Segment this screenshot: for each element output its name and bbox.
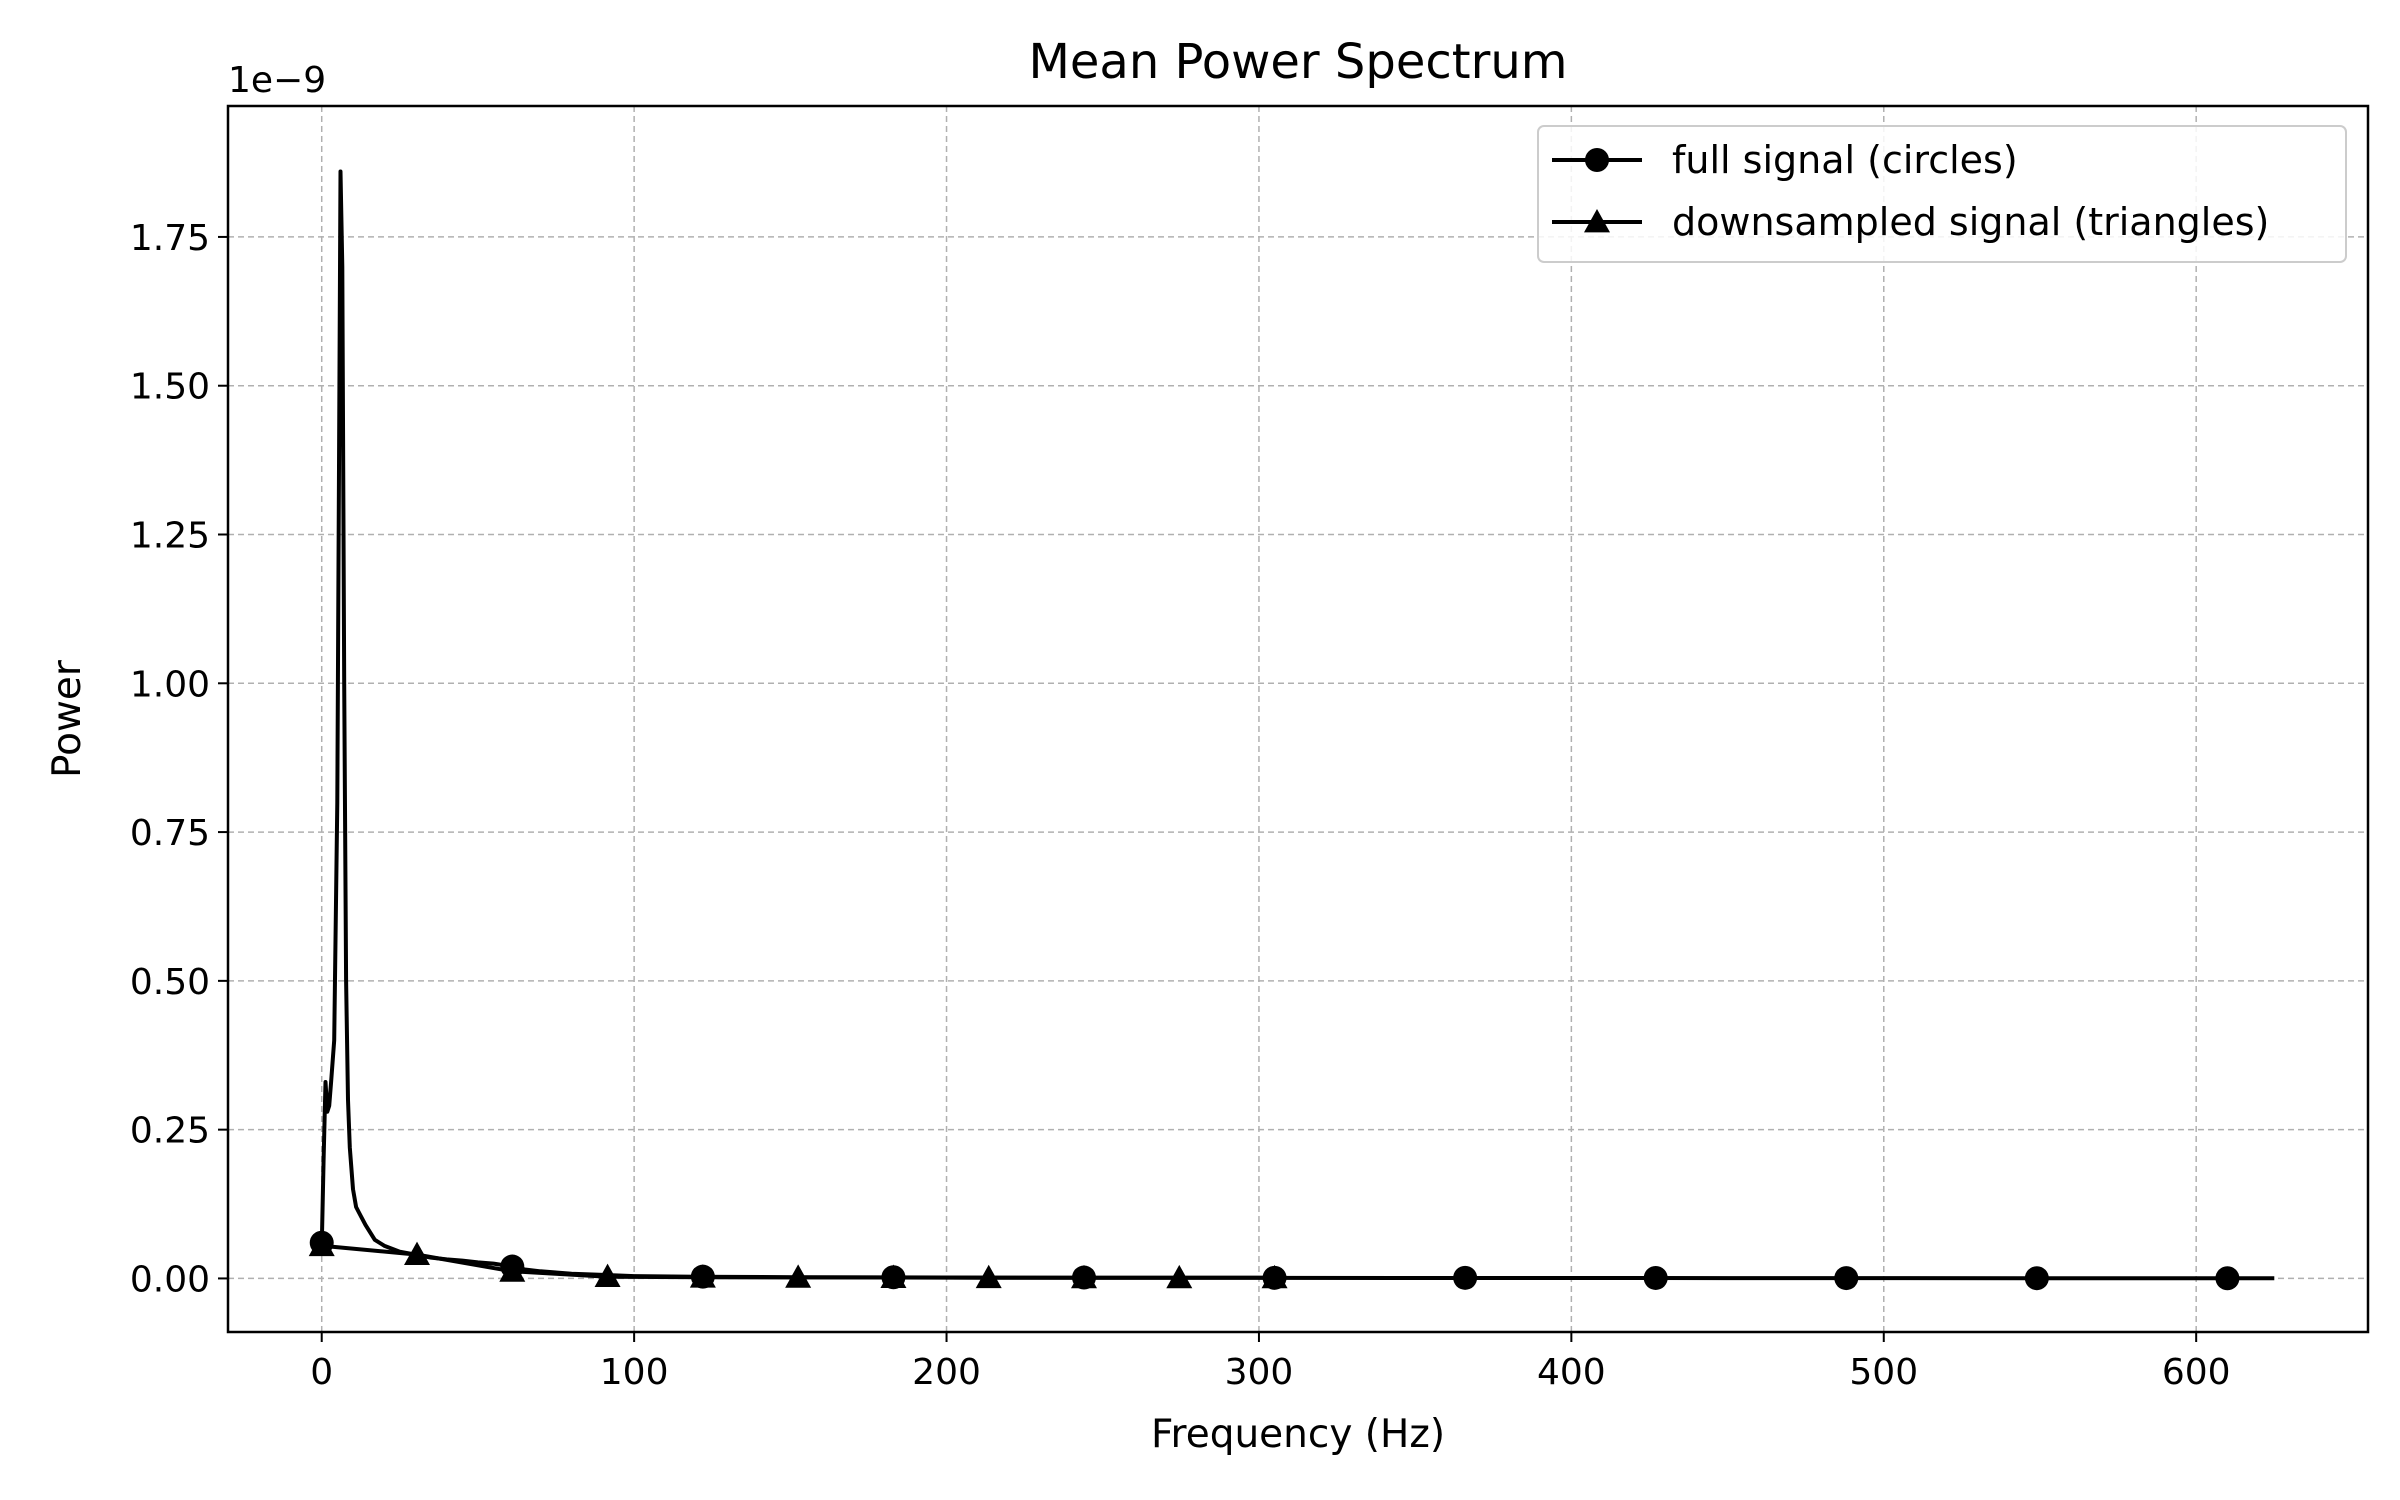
y-tick-label: 0.75	[130, 813, 210, 854]
data-point-triangle	[404, 1241, 431, 1266]
legend-box	[1537, 125, 2347, 263]
y-axis-offset-label: 1e−9	[228, 60, 326, 101]
data-point-triangle	[689, 1264, 716, 1288]
legend-entry-downsampled-signal: downsampled signal (triangles)	[1552, 200, 2269, 244]
y-tick-label: 1.50	[130, 367, 210, 408]
data-point-triangle	[1071, 1264, 1097, 1289]
x-tick-label: 500	[1849, 1352, 1918, 1393]
data-point-triangle	[499, 1258, 526, 1282]
legend-label-full-signal: full signal (circles)	[1672, 138, 2018, 182]
data-point-triangle	[1166, 1264, 1193, 1289]
ticks: 0 100 200 300 400 500 600 0.00 0.25 0.50 0.75 1.00 1…	[130, 218, 2231, 1393]
data-point-triangle	[880, 1264, 907, 1288]
data-point-circle	[1453, 1265, 1478, 1290]
legend-label-downsampled-signal: downsampled signal (triangles)	[1672, 200, 2269, 244]
y-tick-label: 0.00	[130, 1259, 210, 1300]
series-layer	[308, 169, 2275, 1291]
x-tick-label: 300	[1225, 1352, 1294, 1393]
data-point-triangle	[308, 1232, 335, 1257]
legend-triangle-marker	[1584, 209, 1610, 233]
y-tick-label: 1.75	[130, 218, 210, 259]
data-point-circle	[2024, 1266, 2049, 1291]
y-tick-label: 1.25	[130, 516, 210, 557]
legend-circle-marker	[1585, 148, 1609, 172]
x-tick-label: 100	[600, 1352, 669, 1393]
legend-entry-full-signal: full signal (circles)	[1552, 138, 2018, 182]
data-point-circle	[1834, 1266, 1859, 1291]
data-point-triangle	[785, 1264, 812, 1288]
y-tick-label: 1.00	[130, 664, 210, 705]
x-tick-label: 200	[912, 1352, 981, 1393]
data-point-triangle	[975, 1264, 1002, 1289]
y-tick-label: 0.25	[130, 1111, 210, 1152]
y-axis-label: Power	[45, 659, 90, 778]
x-tick-label: 600	[2162, 1352, 2231, 1393]
data-point-triangle	[594, 1263, 621, 1288]
x-tick-label: 400	[1537, 1352, 1606, 1393]
x-axis-label: Frequency (Hz)	[1151, 1412, 1445, 1457]
data-point-circle	[2215, 1266, 2240, 1291]
data-point-triangle	[1261, 1264, 1288, 1289]
plot-frame	[226, 104, 2370, 1334]
x-tick-label: 0	[310, 1352, 333, 1393]
chart-title: Mean Power Spectrum	[1028, 34, 1567, 90]
y-tick-label: 0.50	[130, 962, 210, 1003]
legend: full signal (circles) downsampled signal…	[1537, 125, 2347, 263]
data-point-circle	[1643, 1265, 1668, 1290]
